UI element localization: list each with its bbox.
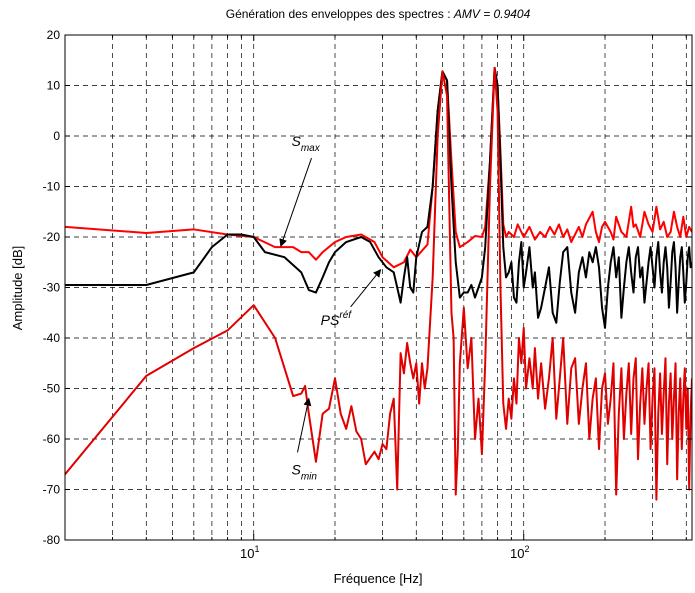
x-tick-label: 102 [510, 544, 529, 561]
axis-ticks: 20 10 0 -10 -20 -30 -40 -50 -60 -70 -80 101 102 [43, 28, 692, 561]
series-reference-line [65, 66, 692, 329]
grid-lines [65, 35, 692, 540]
y-tick-label: -80 [43, 533, 61, 547]
series-lower-line [65, 66, 692, 501]
chart-title-prefix: Génération des enveloppes des spectres : [226, 7, 454, 21]
annotation-smax: Smax [291, 133, 320, 154]
y-axis-label: Amplitude [dB] [10, 246, 25, 331]
y-tick-label: -10 [43, 180, 61, 194]
y-tick-label: 20 [47, 28, 61, 42]
y-tick-label: -40 [43, 331, 61, 345]
x-axis-label: Fréquence [Hz] [334, 571, 423, 586]
annotation-smin-arrow [297, 397, 312, 453]
chart-title-value: AMV = 0.9404 [453, 7, 531, 21]
series-upper-line [65, 66, 692, 269]
x-tick-label: 101 [240, 544, 259, 561]
y-tick-label: -30 [43, 281, 61, 295]
annotation-smax-arrow [279, 157, 312, 248]
annotation-smin: Smin [291, 461, 317, 482]
y-tick-label: 0 [53, 129, 60, 143]
y-tick-label: -50 [43, 382, 61, 396]
annotation-psref: PSréf [321, 310, 353, 328]
chart-title: Génération des enveloppes des spectres :… [226, 7, 531, 21]
y-tick-label: -60 [43, 432, 61, 446]
annotation-psref-arrow [350, 269, 382, 308]
y-tick-label: 10 [47, 79, 61, 93]
y-tick-label: -70 [43, 483, 61, 497]
y-tick-label: -20 [43, 230, 61, 244]
annotations: Smax PSréf Smin [279, 133, 382, 482]
plot-series [65, 66, 692, 501]
